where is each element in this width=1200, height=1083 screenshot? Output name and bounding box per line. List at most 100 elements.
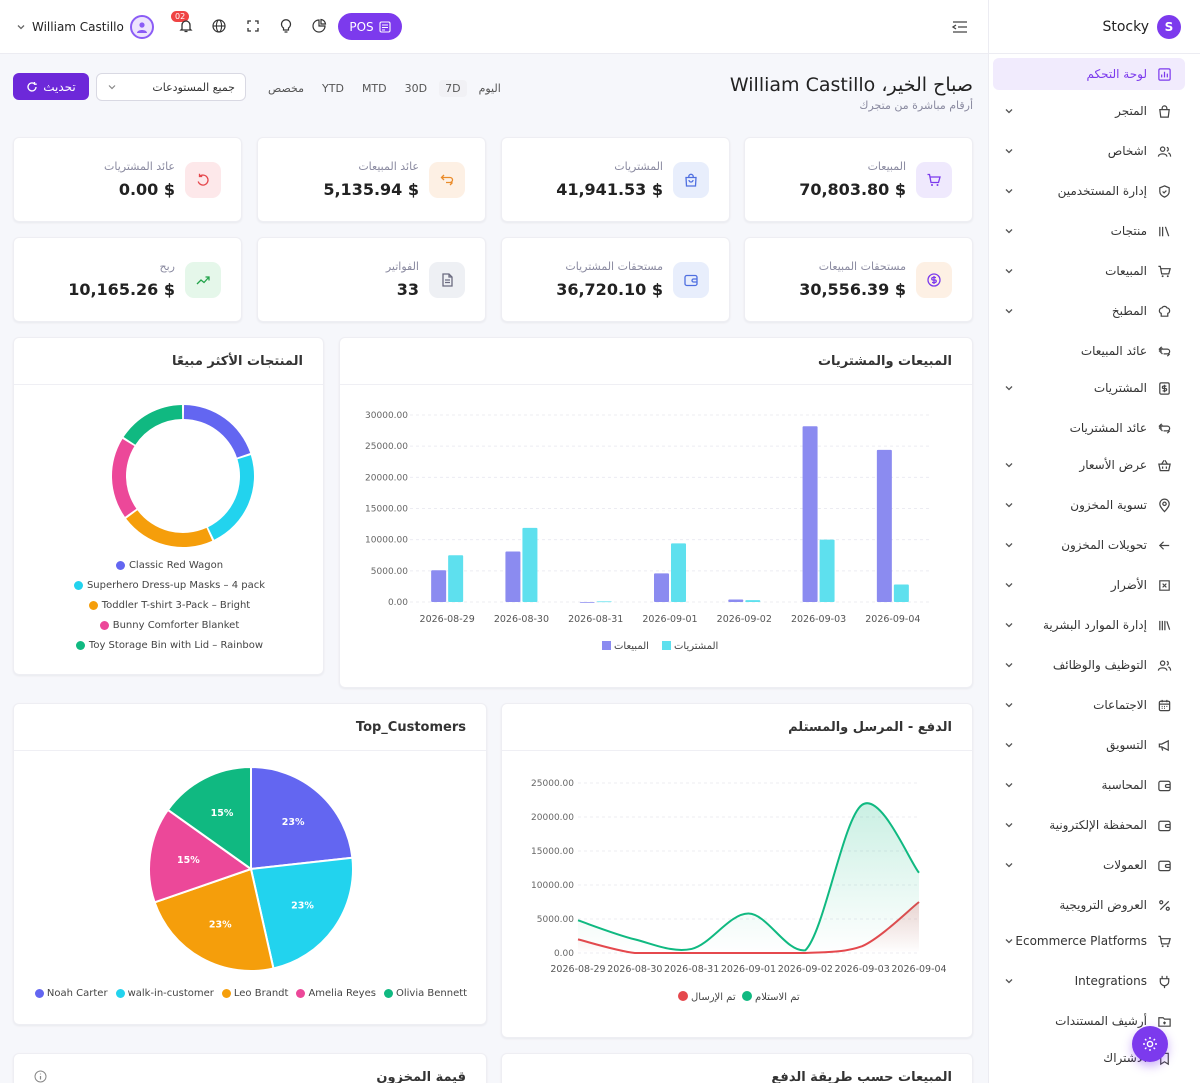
- bar: [893, 584, 909, 602]
- sidebar-item-label: لوحة التحكم: [1086, 67, 1148, 81]
- legend-item[interactable]: Leo Brandt: [221, 988, 288, 999]
- legend-item[interactable]: Olivia Bennett: [383, 988, 467, 999]
- slice-label: 23%: [291, 901, 314, 912]
- stat-card: المبيعات 70,803.80 $: [744, 137, 973, 222]
- bar: [819, 539, 835, 602]
- series-area: [578, 803, 919, 953]
- sidebar-item[interactable]: إدارة المستخدمين: [993, 175, 1185, 207]
- sidebar-item[interactable]: التوظيف والوظائف: [993, 649, 1185, 681]
- pie-slice: [250, 765, 354, 871]
- user-menu[interactable]: William Castillo: [16, 14, 154, 40]
- sidebar-item[interactable]: Integrations: [993, 965, 1185, 997]
- sidebar-item[interactable]: المحاسبة: [993, 769, 1185, 801]
- sidebar-item[interactable]: Ecommerce Platforms: [993, 925, 1185, 957]
- x-tick-label: 2026-09-04: [891, 964, 946, 975]
- bell-icon[interactable]: [176, 16, 196, 36]
- chevron-down-icon: [1001, 457, 1017, 473]
- sidebar-item[interactable]: الاجتماعات: [993, 689, 1185, 721]
- sidebar-item[interactable]: منتجات: [993, 215, 1185, 247]
- sidebar-item[interactable]: أرشيف المستندات: [993, 1005, 1185, 1037]
- stat-card: ربح 10,165.26 $: [13, 237, 242, 322]
- sidebar-item[interactable]: عائد المبيعات: [993, 335, 1185, 367]
- y-tick-label: 5000.00: [371, 567, 408, 577]
- range-tab[interactable]: 7D: [439, 79, 467, 97]
- sidebar-item[interactable]: إدارة الموارد البشرية: [993, 609, 1185, 641]
- cart-icon: [1155, 932, 1173, 950]
- refresh-button[interactable]: تحديث: [13, 73, 89, 100]
- y-tick-label: 15000.00: [531, 847, 574, 857]
- info-icon[interactable]: [34, 1070, 47, 1083]
- legend-label: تم الإرسال: [691, 992, 736, 1003]
- cart-icon: [1155, 262, 1173, 280]
- slice-label: 15%: [177, 855, 200, 866]
- sidebar-item[interactable]: المحفظة الإلكترونية: [993, 809, 1185, 841]
- stat-label: المبيعات: [867, 160, 906, 173]
- sidebar-item[interactable]: التسويق: [993, 729, 1185, 761]
- range-tab[interactable]: مخصص: [268, 81, 305, 95]
- legend-dot: [88, 601, 98, 610]
- avatar[interactable]: [129, 15, 154, 39]
- pin-icon: [1155, 496, 1173, 514]
- lightbulb-icon[interactable]: [276, 16, 296, 36]
- bar: [596, 601, 612, 603]
- page-title: صباح الخير، William Castillo: [729, 74, 973, 96]
- sidebar-item[interactable]: العمولات: [993, 849, 1185, 881]
- legend-item[interactable]: Noah Carter: [34, 988, 108, 999]
- products-icon: [1155, 222, 1173, 240]
- trend-up-icon: [185, 262, 221, 298]
- brand[interactable]: S Stocky: [989, 0, 1200, 54]
- fullscreen-icon[interactable]: [243, 16, 263, 36]
- sidebar-item[interactable]: تحويلات المخزون: [993, 529, 1185, 561]
- range-tab[interactable]: اليوم: [478, 81, 501, 95]
- sidebar-item-label: إدارة المستخدمين: [1057, 184, 1147, 198]
- range-tab[interactable]: 30D: [404, 81, 428, 95]
- basket-icon: [1155, 456, 1173, 474]
- card-title: المنتجات الأكثر مبيعًا: [171, 354, 303, 369]
- pos-button[interactable]: POS: [338, 13, 402, 40]
- x-tick-label: 2026-08-31: [568, 614, 623, 625]
- sidebar-item[interactable]: العروض الترويجية: [993, 889, 1185, 921]
- user-name: William Castillo: [32, 20, 124, 34]
- stat-value: 5,135.94 $: [323, 180, 419, 199]
- legend-item[interactable]: Classic Red Wagon: [14, 560, 325, 571]
- y-tick-label: 5000.00: [537, 915, 574, 925]
- legend-item[interactable]: Bunny Comforter Blanket: [14, 620, 325, 631]
- range-tab[interactable]: MTD: [361, 81, 387, 95]
- globe-icon[interactable]: [209, 16, 229, 36]
- pie-chart-icon[interactable]: [309, 16, 329, 36]
- sidebar-item-label: المشتريات: [1093, 381, 1147, 395]
- top-products-card: المنتجات الأكثر مبيعًا Classic Red Wagon…: [13, 337, 324, 675]
- chevron-left-icon: [1153, 343, 1169, 359]
- wallet-icon: [1155, 856, 1173, 874]
- warehouse-select[interactable]: جميع المستودعات: [96, 73, 246, 101]
- sidebar-item[interactable]: عرض الأسعار: [993, 449, 1185, 481]
- legend-item[interactable]: Toddler T-shirt 3-Pack – Bright: [14, 600, 325, 611]
- sidebar-item-label: تسوية المخزون: [1070, 498, 1147, 512]
- range-tab[interactable]: YTD: [322, 81, 344, 95]
- stat-card: مستحقات المبيعات 30,556.39 $: [744, 237, 973, 322]
- legend-item[interactable]: Superhero Dress-up Masks – 4 pack: [14, 580, 325, 591]
- sidebar-item[interactable]: عائد المشتريات: [993, 412, 1185, 444]
- sidebar-item-label: تحويلات المخزون: [1061, 538, 1147, 552]
- sidebar-item[interactable]: الأضرار: [993, 569, 1185, 601]
- menu-toggle-icon[interactable]: [951, 18, 969, 36]
- sidebar-item[interactable]: تسوية المخزون: [993, 489, 1185, 521]
- sidebar-item[interactable]: المشتريات: [993, 372, 1185, 404]
- chevron-down-icon: [1001, 617, 1017, 633]
- legend-label: walk-in-customer: [127, 988, 214, 999]
- legend-item[interactable]: Toy Storage Bin with Lid – Rainbow: [14, 640, 325, 651]
- chevron-down-icon: [1001, 737, 1017, 753]
- chevron-down-icon: [1001, 143, 1017, 159]
- legend-item[interactable]: walk-in-customer: [115, 988, 214, 999]
- legend-item[interactable]: Amelia Reyes: [296, 988, 376, 999]
- sidebar-item[interactable]: المبيعات: [993, 255, 1185, 287]
- sidebar-item[interactable]: المتجر: [993, 95, 1185, 127]
- bar: [654, 573, 669, 602]
- sidebar-item[interactable]: اشخاص: [993, 135, 1185, 167]
- stock-value-card: قيمة المخزون: [13, 1053, 487, 1083]
- sidebar-item[interactable]: لوحة التحكم: [993, 58, 1185, 90]
- chevron-down-icon: [1001, 183, 1017, 199]
- sidebar-item[interactable]: المطبخ: [993, 295, 1185, 327]
- bar: [522, 527, 538, 602]
- settings-fab[interactable]: [1132, 1026, 1168, 1062]
